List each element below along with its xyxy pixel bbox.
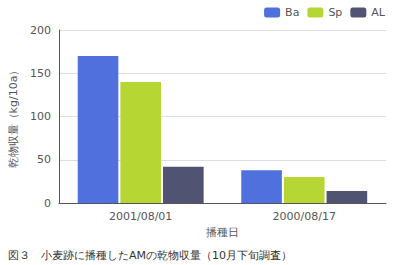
svg-text:図３ 小麦跡に播種したAMの乾物収量（10月下旬調査）: 図３ 小麦跡に播種したAMの乾物収量（10月下旬調査） — [8, 249, 292, 262]
svg-text:2000/08/17: 2000/08/17 — [273, 210, 336, 223]
svg-text:Sp: Sp — [328, 6, 342, 19]
svg-text:200: 200 — [30, 24, 51, 37]
svg-text:100: 100 — [30, 110, 51, 123]
svg-text:Ba: Ba — [285, 6, 299, 19]
svg-text:150: 150 — [30, 67, 51, 80]
svg-text:2001/08/01: 2001/08/01 — [109, 210, 172, 223]
svg-text:AL: AL — [371, 6, 386, 19]
svg-text:0: 0 — [44, 197, 51, 210]
svg-text:播種日: 播種日 — [206, 226, 239, 239]
svg-text:乾物収量（kg/10a）: 乾物収量（kg/10a） — [7, 65, 20, 169]
svg-text:50: 50 — [37, 153, 51, 166]
